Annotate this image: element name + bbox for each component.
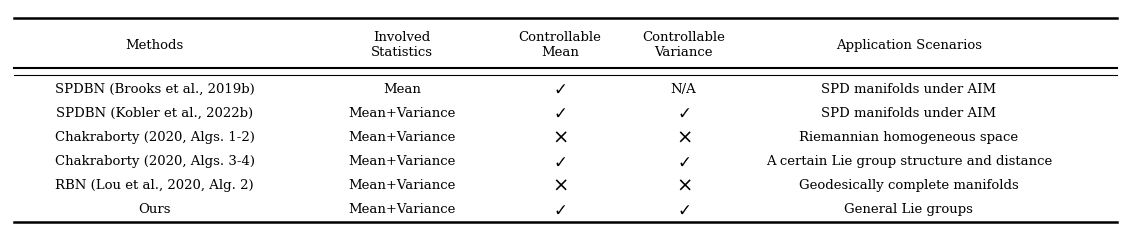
Text: $\checkmark$: $\checkmark$ bbox=[553, 104, 567, 122]
Text: Ours: Ours bbox=[138, 203, 171, 216]
Text: SPD manifolds under AIM: SPD manifolds under AIM bbox=[821, 83, 996, 96]
Text: General Lie groups: General Lie groups bbox=[845, 203, 973, 216]
Text: A certain Lie group structure and distance: A certain Lie group structure and distan… bbox=[766, 155, 1052, 168]
Text: $\checkmark$: $\checkmark$ bbox=[553, 201, 567, 219]
Text: Methods: Methods bbox=[126, 39, 184, 51]
Text: Controllable
Mean: Controllable Mean bbox=[518, 31, 602, 59]
Text: N/A: N/A bbox=[671, 83, 697, 96]
Text: Chakraborty (2020, Algs. 1-2): Chakraborty (2020, Algs. 1-2) bbox=[54, 131, 254, 144]
Text: Involved
Statistics: Involved Statistics bbox=[371, 31, 433, 59]
Text: $\checkmark$: $\checkmark$ bbox=[677, 201, 690, 219]
Text: Mean+Variance: Mean+Variance bbox=[348, 131, 456, 144]
Text: Geodesically complete manifolds: Geodesically complete manifolds bbox=[798, 179, 1019, 192]
Text: RBN (Lou et al., 2020, Alg. 2): RBN (Lou et al., 2020, Alg. 2) bbox=[55, 179, 254, 192]
Text: Controllable
Variance: Controllable Variance bbox=[642, 31, 725, 59]
Text: $\checkmark$: $\checkmark$ bbox=[677, 152, 690, 170]
Text: $\checkmark$: $\checkmark$ bbox=[553, 80, 567, 98]
Text: Chakraborty (2020, Algs. 3-4): Chakraborty (2020, Algs. 3-4) bbox=[54, 155, 254, 168]
Text: Mean+Variance: Mean+Variance bbox=[348, 107, 456, 120]
Text: SPDBN (Kobler et al., 2022b): SPDBN (Kobler et al., 2022b) bbox=[57, 107, 253, 120]
Text: $\checkmark$: $\checkmark$ bbox=[677, 104, 690, 122]
Text: Mean+Variance: Mean+Variance bbox=[348, 155, 456, 168]
Text: $\times$: $\times$ bbox=[552, 128, 568, 147]
Text: $\times$: $\times$ bbox=[676, 128, 691, 147]
Text: Riemannian homogeneous space: Riemannian homogeneous space bbox=[800, 131, 1018, 144]
Text: Mean+Variance: Mean+Variance bbox=[348, 179, 456, 192]
Text: $\times$: $\times$ bbox=[552, 176, 568, 195]
Text: Application Scenarios: Application Scenarios bbox=[836, 39, 982, 51]
Text: $\checkmark$: $\checkmark$ bbox=[553, 152, 567, 170]
Text: SPDBN (Brooks et al., 2019b): SPDBN (Brooks et al., 2019b) bbox=[54, 83, 254, 96]
Text: SPD manifolds under AIM: SPD manifolds under AIM bbox=[821, 107, 996, 120]
Text: Mean: Mean bbox=[383, 83, 421, 96]
Text: $\times$: $\times$ bbox=[676, 176, 691, 195]
Text: Mean+Variance: Mean+Variance bbox=[348, 203, 456, 216]
